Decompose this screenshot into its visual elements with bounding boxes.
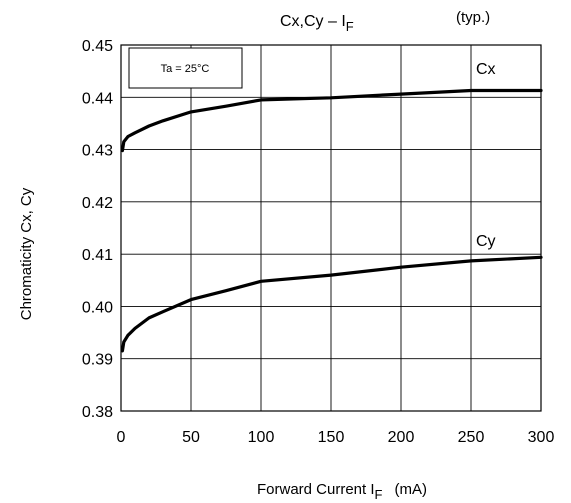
series-label-cx: Cx: [476, 61, 496, 78]
series-line-cx: [120, 88, 543, 153]
grid-layer: [121, 45, 541, 411]
x-tick-label: 150: [318, 429, 345, 446]
y-tick-label: 0.45: [82, 38, 113, 55]
y-tick-label: 0.43: [82, 143, 113, 160]
chart-title: Cx,Cy – IF: [280, 13, 354, 34]
y-tick-label: 0.42: [82, 195, 113, 212]
x-tick-label: 250: [458, 429, 485, 446]
chart-title-subscript: F: [346, 19, 354, 34]
y-tick-label: 0.40: [82, 299, 113, 316]
x-axis-label: Forward Current IF (mA): [257, 481, 427, 502]
legend-box: Ta = 25°C: [128, 47, 243, 89]
plot-frame: [120, 44, 542, 412]
series-line-cy: [120, 255, 543, 353]
y-axis-label: Chromaticity Cx, Cy: [18, 187, 35, 320]
y-tick-label: 0.41: [82, 247, 113, 264]
x-tick-label: 100: [248, 429, 275, 446]
chart-subtitle: (typ.): [456, 9, 490, 26]
x-axis-label-main: Forward Current I: [257, 481, 375, 498]
y-tick-label: 0.39: [82, 352, 113, 369]
tick-layer: 0.38 0.39 0.40 0.41 0.42 0.43 0.44 0.45 0 50 100 15…: [82, 38, 555, 446]
series-label-cy: Cy: [476, 233, 496, 250]
y-tick-label: 0.44: [82, 90, 113, 107]
x-axis-label-subscript: F: [375, 487, 383, 502]
series-layer: [120, 88, 543, 353]
x-tick-label: 200: [388, 429, 415, 446]
x-tick-label: 300: [528, 429, 555, 446]
x-axis-label-unit: (mA): [395, 481, 428, 498]
annotation-box: [128, 47, 243, 89]
x-tick-label: 0: [117, 429, 126, 446]
annotation-text: Ta = 25°C: [161, 63, 210, 75]
y-tick-label: 0.38: [82, 404, 113, 421]
x-tick-label: 50: [182, 429, 200, 446]
chart-title-main: Cx,Cy – I: [280, 13, 346, 30]
